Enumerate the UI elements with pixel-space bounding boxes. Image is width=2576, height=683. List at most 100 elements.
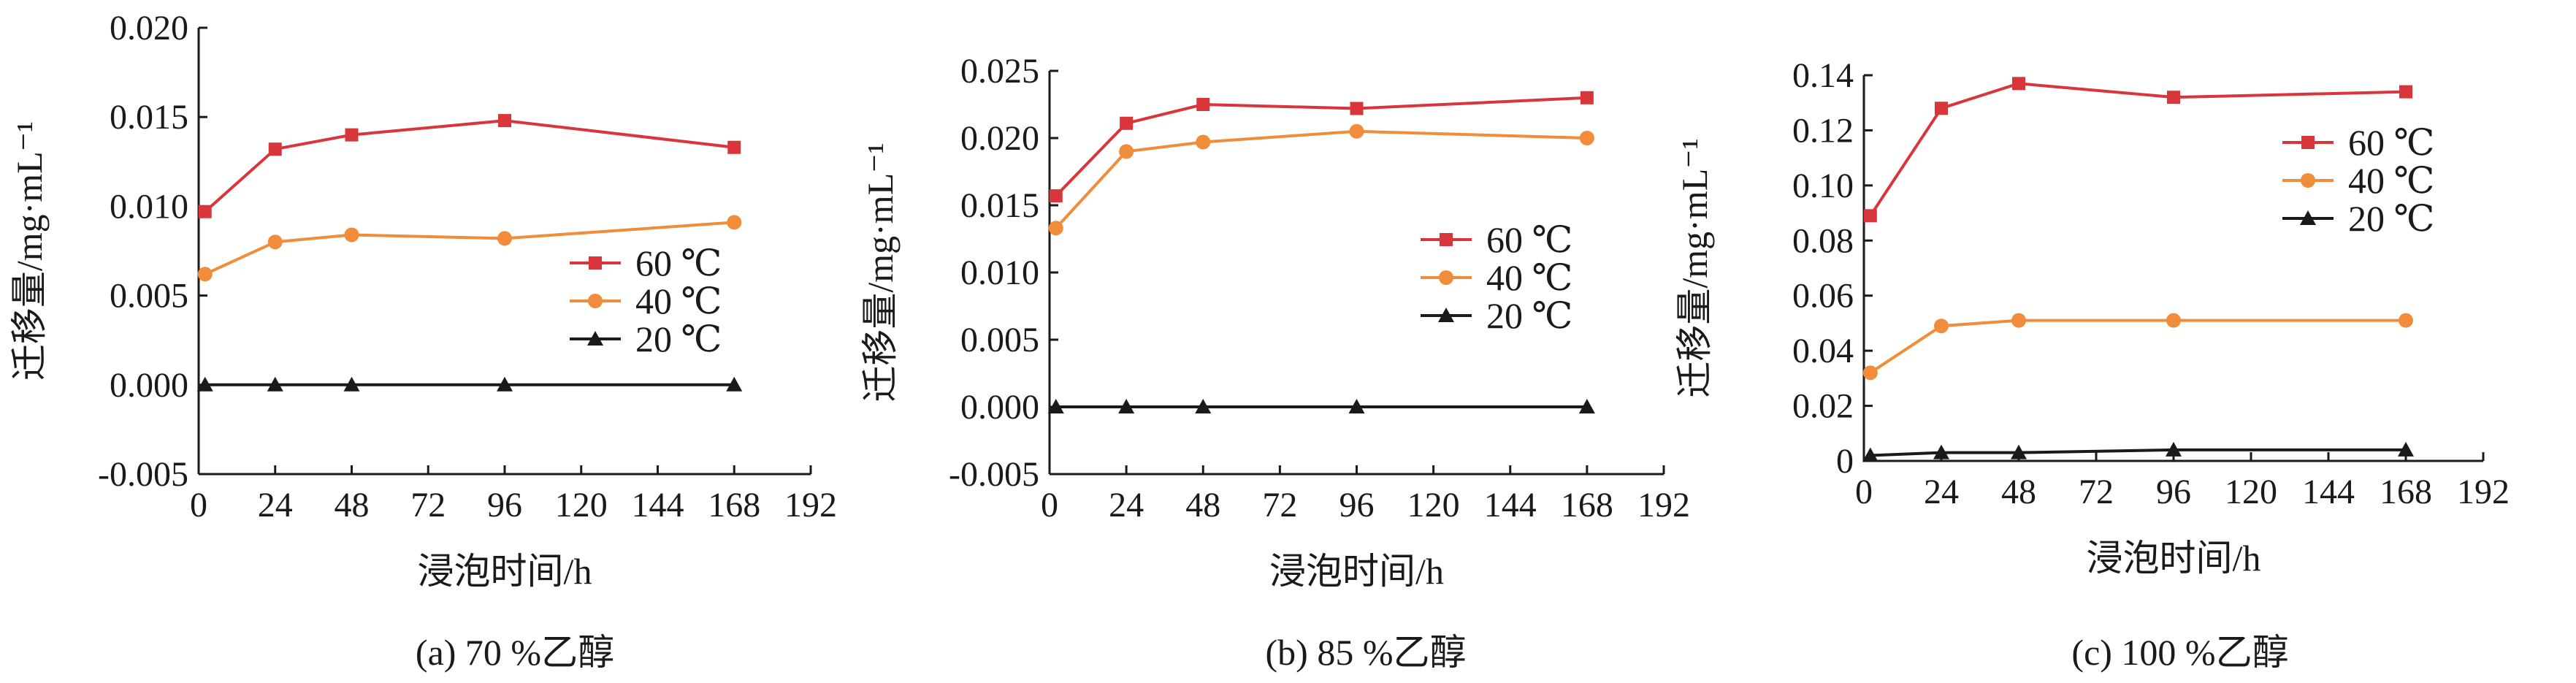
data-point [1863,209,1877,223]
legend-label: 40 ℃ [1486,257,1572,298]
chart-panel-1: 0 24 48 72 96 120 144 168 192 -0.005 0.000 0.005 0.0… [9,9,837,673]
x-tick-label: 144 [2302,473,2355,511]
legend-label: 20 ℃ [635,318,722,359]
data-point [1196,98,1210,111]
legend-marker [589,256,602,270]
data-point [1195,399,1212,413]
legend-label: 60 ℃ [635,243,722,283]
y-tick-label: 0.015 [960,186,1039,225]
series-line [1869,82,2407,217]
y-tick-label: 0.14 [1792,56,1854,95]
data-point [267,376,283,392]
data-point [1118,399,1135,413]
legend: 60 ℃40 ℃20 ℃ [1421,219,1572,336]
x-tick-label: 72 [410,486,446,524]
y-tick-label: -0.005 [949,455,1039,494]
data-point [1862,365,1878,381]
data-point [1935,102,1948,115]
x-tick-label: 120 [2225,473,2277,511]
x-tick-label: 144 [632,486,684,524]
y-tick-label: 0.020 [110,9,188,47]
y-tick-label: 0.000 [960,388,1039,427]
data-point [1348,399,1365,413]
series-line [1055,96,1587,197]
data-point [2011,313,2026,328]
chart-panel-3: 0 24 48 72 96 120 144 168 192 0 0.02 0.04 0.06 0.08 0.… [1674,56,2510,673]
legend-label: 20 ℃ [2348,198,2434,239]
data-point [1120,116,1134,130]
x-tick-label: 120 [555,486,608,524]
legend: 60 ℃40 ℃20 ℃ [570,243,722,359]
x-tick-label: 24 [1924,473,1959,511]
series-line [204,119,735,213]
x-axis-title: 浸泡时间/h [418,551,592,592]
y-tick-label: 0.08 [1792,221,1854,260]
x-tick-label: 0 [190,486,207,524]
data-point [196,376,213,392]
data-point [344,227,359,243]
x-tick-label: 144 [1484,486,1537,524]
y-axis-title: 迁移量/mg·mL⁻¹ [860,142,901,402]
data-point [497,231,512,246]
y-axis-title: 迁移量/mg·mL⁻¹ [1674,138,1715,397]
data-point [2399,313,2413,328]
y-tick-label: 0.020 [960,119,1039,158]
data-point [1047,399,1064,413]
legend-marker [1440,233,1453,246]
y-tick-label: 0 [1836,442,1854,481]
data-point [197,267,213,282]
series-line [1055,129,1587,229]
legend-marker [587,331,603,346]
data-point [268,142,282,156]
series-line [1870,448,2406,457]
legend-marker [2301,173,2315,188]
x-tick-label: 168 [708,486,760,524]
data-point [727,140,741,154]
data-point [1350,102,1364,115]
data-point [267,234,283,250]
data-point [2398,441,2414,457]
y-axis-title: 迁移量/mg·mL⁻¹ [9,121,50,381]
x-tick-label: 96 [1339,486,1375,524]
data-point [1349,123,1364,139]
y-tick-label: 0.015 [110,98,188,137]
data-point [726,376,743,392]
x-tick-label: 168 [2380,473,2432,511]
data-point [1119,144,1134,159]
y-tick-label: 0.010 [960,253,1039,292]
data-point [2166,313,2181,328]
data-point [198,205,212,218]
legend-label: 20 ℃ [1486,295,1572,336]
panel-caption: (a) 70 %乙醇 [416,632,614,673]
x-tick-label: 0 [1041,486,1058,524]
legend-marker [2301,136,2315,149]
data-point [1862,447,1879,462]
x-tick-label: 96 [487,486,522,524]
x-tick-label: 48 [335,486,370,524]
legend-marker [2300,210,2316,225]
data-point [498,114,511,128]
data-point [1934,318,1949,334]
x-tick-label: 72 [1262,486,1297,524]
y-tick-label: 0.02 [1792,387,1854,426]
x-tick-label: 24 [1109,486,1144,524]
legend-marker [588,294,603,308]
data-point [2399,85,2412,99]
data-point [497,376,513,392]
panel-caption: (b) 85 %乙醇 [1266,632,1467,673]
x-tick-label: 192 [784,486,837,524]
data-point [727,215,742,230]
legend-label: 60 ℃ [1486,219,1572,260]
y-tick-label: 0.000 [110,366,188,405]
x-tick-label: 48 [2001,473,2036,511]
y-tick-label: 0.005 [960,321,1039,359]
data-point [2011,444,2027,459]
data-point [345,128,359,142]
x-tick-label: 72 [2079,473,2114,511]
data-point [2012,77,2025,91]
x-tick-label: 96 [2156,473,2191,511]
data-point [1579,131,1594,145]
data-point [2166,441,2182,457]
y-tick-label: 0.10 [1792,167,1854,205]
